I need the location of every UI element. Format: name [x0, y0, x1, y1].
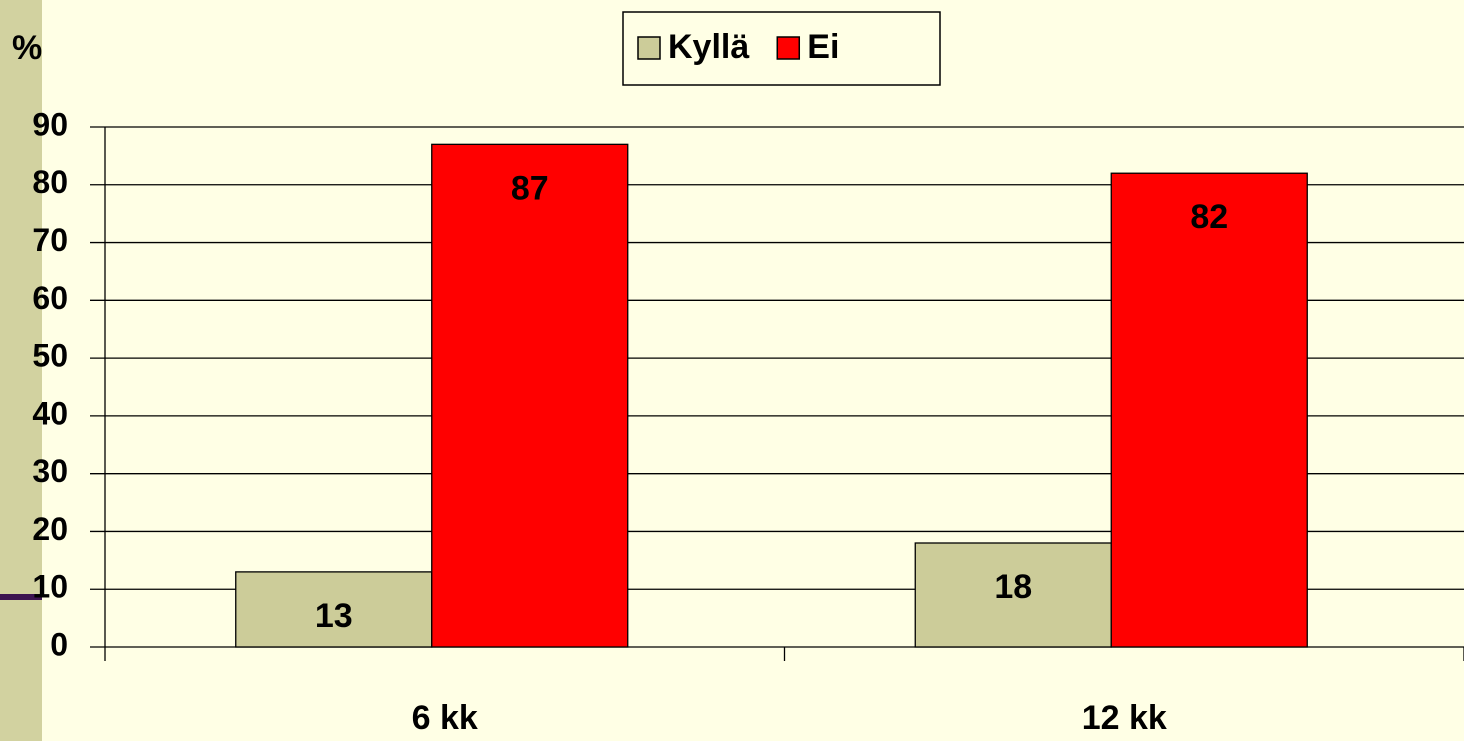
side-accent — [0, 594, 42, 600]
y-tick-label: 40 — [32, 395, 68, 431]
y-tick-label: 10 — [32, 569, 68, 605]
y-tick-label: 60 — [32, 280, 68, 316]
y-tick-label: 70 — [32, 222, 68, 258]
value-label: 87 — [511, 169, 549, 207]
y-tick-label: 80 — [32, 164, 68, 200]
legend-swatch — [776, 36, 801, 60]
y-tick-label: 20 — [32, 511, 68, 547]
bar — [235, 571, 433, 648]
value-label: 82 — [1190, 198, 1228, 236]
value-label: 13 — [315, 597, 353, 635]
x-tick-label: 12 kk — [1082, 699, 1167, 737]
y-tick-label: 30 — [32, 453, 68, 489]
side-band — [0, 0, 42, 741]
y-tick-label: 50 — [32, 338, 68, 374]
legend-label: Ei — [807, 28, 839, 66]
x-tick-label: 6 kk — [412, 699, 478, 737]
y-tick-label: 0 — [50, 626, 68, 662]
value-label: 18 — [994, 568, 1032, 606]
y-axis-label: % — [12, 29, 42, 67]
legend-label: Kyllä — [668, 28, 749, 66]
bar — [914, 542, 1112, 648]
y-tick-label: 90 — [32, 106, 68, 142]
legend-swatch — [637, 36, 661, 60]
bar — [1110, 172, 1308, 648]
bar — [431, 143, 629, 648]
